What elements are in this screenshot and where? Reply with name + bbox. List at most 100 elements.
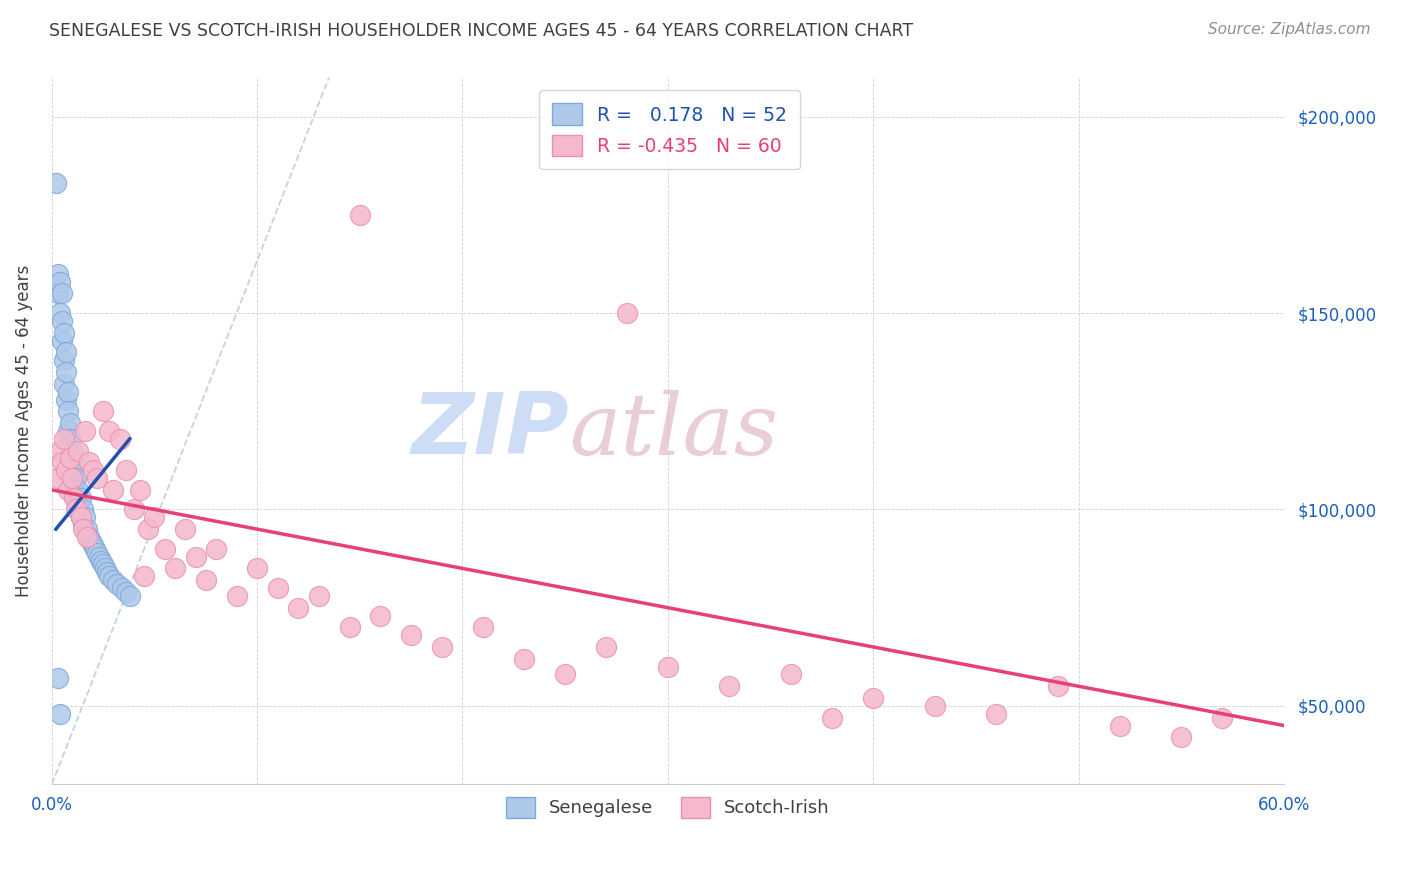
Point: [51, 455, 73, 469]
Point: [53, 432, 76, 446]
Point: [69, 510, 91, 524]
Point: [82, 538, 104, 552]
Point: [73, 424, 96, 438]
Point: [862, 691, 884, 706]
Point: [49, 706, 72, 721]
Point: [73, 510, 96, 524]
Point: [174, 522, 197, 536]
Text: ZIP: ZIP: [412, 390, 569, 473]
Point: [430, 640, 453, 654]
Point: [266, 581, 288, 595]
Point: [69, 510, 91, 524]
Point: [77, 455, 100, 469]
Point: [184, 549, 207, 564]
Point: [924, 698, 946, 713]
Point: [287, 600, 309, 615]
Point: [65, 471, 87, 485]
Point: [108, 432, 131, 446]
Point: [55, 392, 77, 407]
Point: [129, 483, 152, 497]
Point: [72, 518, 94, 533]
Point: [55, 345, 77, 359]
Point: [49, 306, 72, 320]
Y-axis label: Householder Income Ages 45 - 64 years: Householder Income Ages 45 - 64 years: [15, 265, 32, 597]
Point: [56, 483, 79, 497]
Point: [718, 679, 741, 693]
Point: [67, 502, 90, 516]
Point: [91, 558, 114, 572]
Point: [472, 620, 495, 634]
Point: [59, 451, 82, 466]
Point: [513, 652, 536, 666]
Point: [56, 404, 79, 418]
Point: [103, 573, 125, 587]
Point: [118, 589, 141, 603]
Point: [60, 443, 83, 458]
Point: [55, 365, 77, 379]
Text: SENEGALESE VS SCOTCH-IRISH HOUSEHOLDER INCOME AGES 45 - 64 YEARS CORRELATION CHA: SENEGALESE VS SCOTCH-IRISH HOUSEHOLDER I…: [49, 22, 914, 40]
Point: [399, 628, 422, 642]
Point: [59, 416, 82, 430]
Point: [339, 620, 361, 634]
Point: [53, 376, 76, 391]
Point: [83, 541, 105, 556]
Point: [56, 384, 79, 399]
Point: [308, 589, 330, 603]
Point: [49, 275, 72, 289]
Point: [65, 491, 87, 505]
Point: [53, 326, 76, 340]
Point: [60, 471, 83, 485]
Point: [63, 491, 86, 505]
Point: [821, 711, 844, 725]
Point: [51, 314, 73, 328]
Point: [780, 667, 803, 681]
Point: [80, 533, 103, 548]
Point: [76, 522, 98, 536]
Point: [65, 502, 87, 516]
Point: [90, 553, 112, 567]
Point: [98, 569, 121, 583]
Point: [53, 353, 76, 368]
Point: [51, 286, 73, 301]
Point: [63, 475, 86, 489]
Point: [110, 581, 132, 595]
Point: [134, 569, 156, 583]
Point: [46, 286, 69, 301]
Point: [67, 483, 90, 497]
Point: [59, 451, 82, 466]
Point: [225, 589, 247, 603]
Point: [96, 566, 118, 580]
Point: [91, 404, 114, 418]
Point: [1211, 711, 1233, 725]
Point: [554, 667, 576, 681]
Point: [114, 585, 136, 599]
Point: [349, 208, 371, 222]
Point: [51, 334, 73, 348]
Point: [87, 549, 110, 564]
Point: [595, 640, 617, 654]
Point: [72, 502, 94, 516]
Text: atlas: atlas: [569, 390, 779, 472]
Point: [246, 561, 269, 575]
Point: [49, 443, 72, 458]
Point: [143, 510, 166, 524]
Point: [69, 491, 91, 505]
Point: [103, 483, 125, 497]
Point: [46, 471, 69, 485]
Point: [657, 659, 679, 673]
Point: [163, 561, 186, 575]
Point: [616, 306, 638, 320]
Point: [46, 267, 69, 281]
Point: [86, 471, 108, 485]
Point: [67, 443, 90, 458]
Point: [370, 608, 392, 623]
Point: [153, 541, 176, 556]
Point: [1170, 731, 1192, 745]
Point: [205, 541, 228, 556]
Point: [82, 463, 104, 477]
Point: [136, 522, 159, 536]
Point: [45, 177, 67, 191]
Point: [1047, 679, 1070, 693]
Point: [86, 546, 108, 560]
Legend: Senegalese, Scotch-Irish: Senegalese, Scotch-Irish: [499, 789, 837, 825]
